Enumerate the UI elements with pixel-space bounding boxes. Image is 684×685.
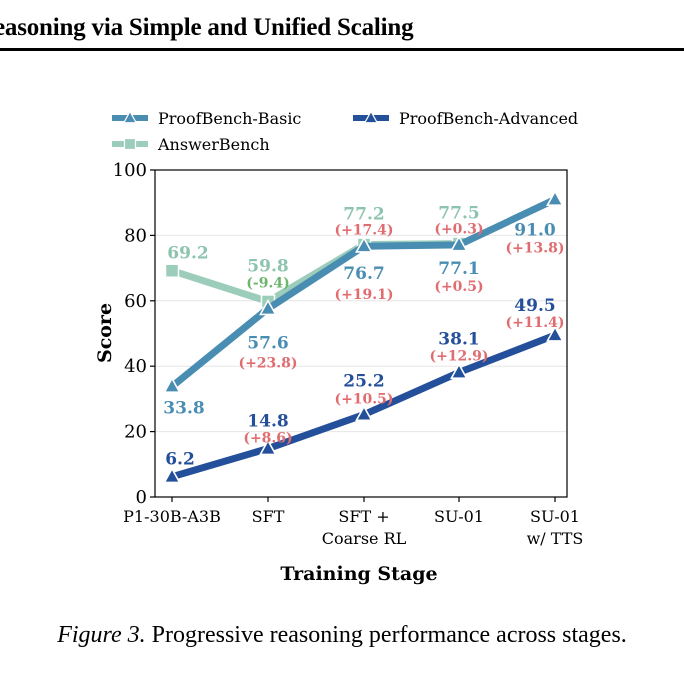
legend-item-answerbench: AnswerBench — [112, 135, 270, 154]
legend: ProofBench-Basic ProofBench-Advanced Answe… — [112, 109, 578, 154]
delta-label: (+13.8) — [505, 240, 564, 256]
data-point-proofbench-basic — [259, 298, 277, 316]
data-label: 77.5 — [438, 204, 479, 224]
data-label: 59.8 — [247, 256, 288, 276]
data-label: 77.2 — [343, 205, 384, 225]
y-axis: 0 20 40 60 80 100 — [113, 160, 155, 508]
line-chart: 0 20 40 60 80 100 Score P1-30B-A3B SFT SFT + Coars… — [94, 109, 583, 585]
data-label: 25.2 — [343, 372, 384, 392]
caption-text: Progressive reasoning performance across… — [151, 622, 627, 648]
data-point-proofbench-basic — [355, 236, 373, 253]
caption-label: Figure 3. — [57, 622, 146, 648]
data-point-proofbench-advanced — [163, 467, 181, 484]
data-point-proofbench-advanced — [450, 362, 468, 379]
legend-label: ProofBench-Advanced — [399, 109, 578, 128]
data-point-proofbench-advanced — [259, 438, 277, 456]
x-axis: P1-30B-A3B SFT SFT + Coarse RL SU-01 SU-01 w/ … — [123, 497, 583, 548]
data-point-answerbench — [164, 263, 180, 278]
y-tick-label: 0 — [136, 487, 147, 508]
delta-label: (+17.4) — [334, 223, 393, 239]
x-tick-label: SU-01 — [530, 507, 580, 526]
data-label: 6.2 — [165, 450, 195, 470]
x-tick-label: SFT + — [338, 507, 389, 526]
delta-label: (+11.4) — [505, 315, 564, 331]
data-label: 38.1 — [438, 329, 479, 349]
plot-frame — [154, 169, 568, 498]
legend-item-proofbench-basic: ProofBench-Basic — [112, 109, 301, 128]
x-axis-label: Training Stage — [280, 563, 437, 585]
data-labels: 33.8 57.6 (+23.8) 76.7 (+19.1) 77.1(+0.5) 91.0… — [163, 204, 564, 470]
paper-title: easoning via Simple and Unified Scaling — [0, 14, 414, 41]
data-label: 77.1 — [438, 259, 479, 279]
y-axis-label: Score — [94, 303, 116, 363]
y-tick-label: 60 — [124, 291, 147, 312]
delta-label: (+10.5) — [334, 392, 393, 408]
series-proofbench-advanced — [163, 325, 564, 484]
x-tick-label: SU-01 — [434, 507, 484, 526]
legend-marker — [123, 137, 137, 151]
data-point-proofbench-advanced — [546, 325, 564, 342]
legend-marker — [363, 110, 379, 124]
delta-label: (-9.4) — [246, 275, 289, 291]
data-label: 49.5 — [514, 296, 555, 316]
legend-label: AnswerBench — [157, 135, 270, 154]
x-tick-label: w/ TTS — [527, 529, 584, 548]
x-tick-label: P1-30B-A3B — [123, 507, 221, 526]
page-header: easoning via Simple and Unified Scaling — [0, 0, 684, 52]
header-rule — [0, 48, 684, 51]
series-proofbench-basic — [163, 189, 564, 394]
legend-label: ProofBench-Basic — [158, 109, 301, 128]
data-point-proofbench-basic — [450, 235, 468, 252]
delta-label: (+8.6) — [243, 431, 292, 447]
y-tick-label: 100 — [113, 160, 147, 181]
data-point-proofbench-basic — [163, 376, 181, 394]
y-tick-label: 20 — [124, 422, 147, 443]
delta-label: (+0.3) — [434, 222, 483, 238]
figure-caption: Figure 3. Progressive reasoning performa… — [0, 622, 684, 649]
y-tick-label: 40 — [124, 356, 147, 377]
data-label: 69.2 — [167, 244, 208, 264]
data-point-proofbench-basic — [546, 189, 564, 206]
data-label: 14.8 — [247, 412, 288, 432]
delta-label: (+19.1) — [334, 287, 393, 303]
data-label: 76.7 — [343, 264, 384, 284]
data-label: 91.0 — [514, 220, 556, 240]
delta-label: (+12.9) — [429, 348, 488, 364]
x-tick-label: Coarse RL — [322, 529, 407, 548]
data-label: 57.6 — [247, 334, 288, 354]
data-point-proofbench-advanced — [355, 404, 373, 422]
x-tick-label: SFT — [252, 507, 285, 526]
grid-lines — [155, 234, 567, 433]
data-label: 33.8 — [163, 398, 204, 418]
delta-label: (+0.5) — [434, 279, 483, 295]
legend-item-proofbench-advanced: ProofBench-Advanced — [353, 109, 578, 128]
y-tick-label: 80 — [124, 225, 147, 246]
delta-label: (+23.8) — [238, 356, 297, 372]
legend-marker — [122, 110, 138, 124]
series-line-answerbench — [168, 240, 463, 305]
